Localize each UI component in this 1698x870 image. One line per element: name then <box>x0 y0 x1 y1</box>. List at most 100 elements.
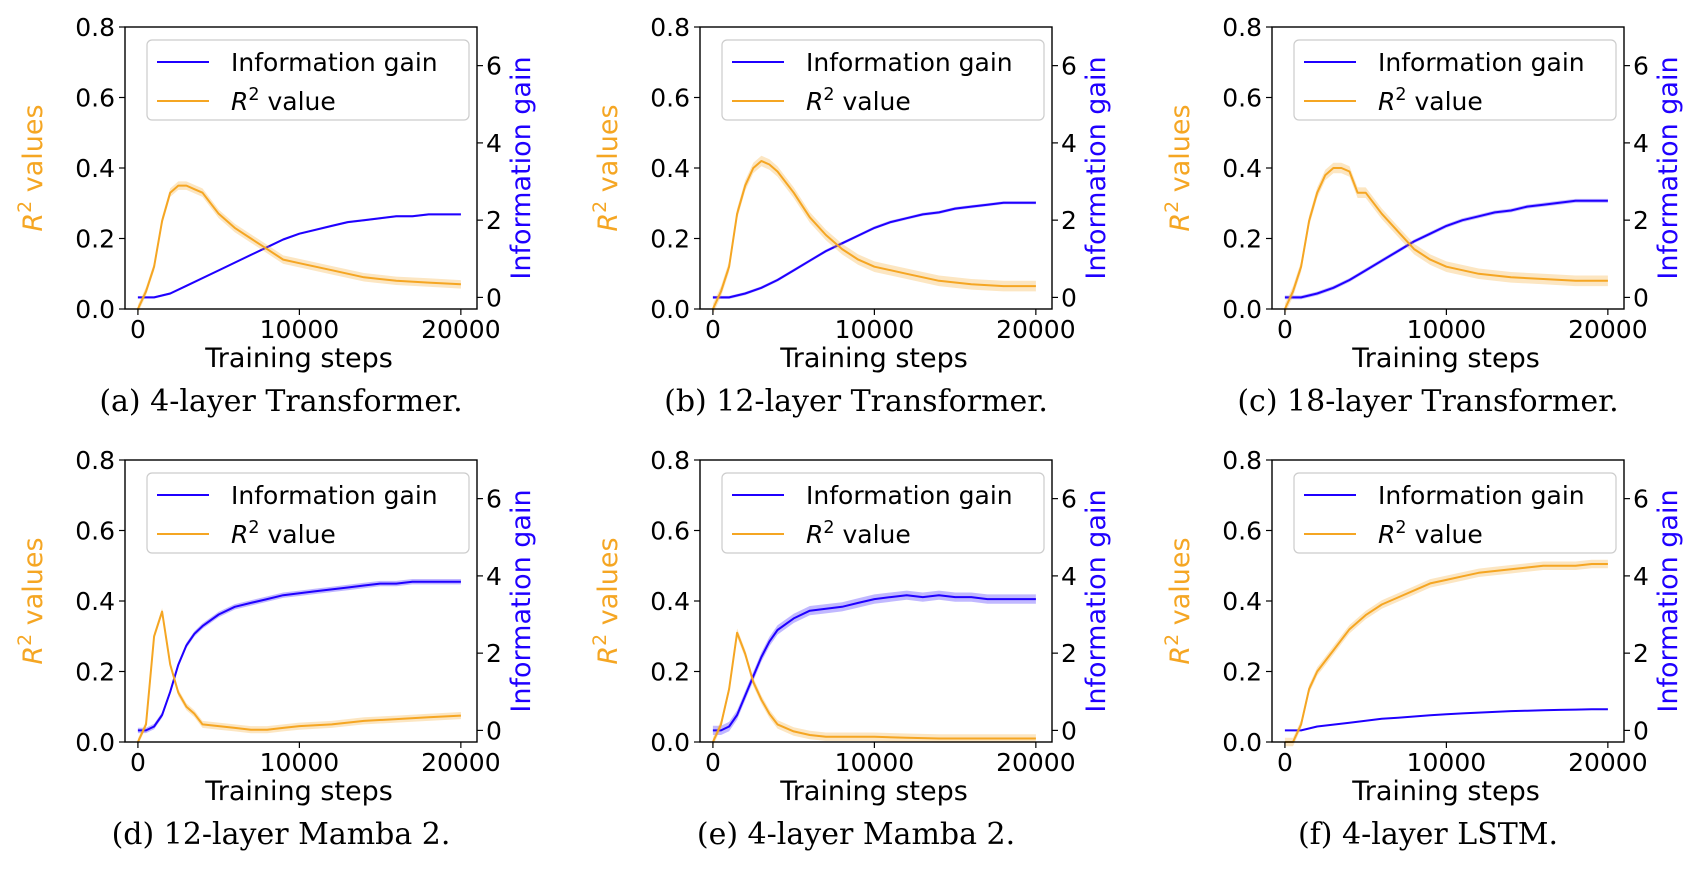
series-line-r2 <box>1283 167 1608 310</box>
y-left-tick-label: 0.0 <box>1222 728 1262 757</box>
x-tick-label: 0 <box>1277 748 1293 777</box>
y-left-axis-label: R2 values <box>14 537 49 664</box>
x-axis-label: Training steps <box>779 343 968 374</box>
subplot-e: 0 10000 20000 0.0 0.2 0.4 0.6 0.8 0 2 4 6 Training s… <box>589 446 1112 852</box>
y-left-axis-label: R2 values <box>589 104 624 231</box>
y-right-tick-label: 2 <box>486 206 502 235</box>
y-left-tick-label: 0.6 <box>75 84 115 113</box>
x-tick-label: 0 <box>1277 315 1293 344</box>
series-line-information-gain <box>137 580 461 732</box>
y-right-tick-label: 0 <box>1061 283 1077 312</box>
legend-label: R2 value <box>806 85 911 116</box>
legend-label: Information gain <box>806 48 1013 77</box>
legend-box <box>1293 472 1617 554</box>
subplot-b: 0 10000 20000 0.0 0.2 0.4 0.6 0.8 0 2 4 6 Training s… <box>589 13 1112 419</box>
x-axis-label: Training steps <box>779 776 968 807</box>
series-line-r2 <box>136 610 461 743</box>
series-band-information-gain <box>1284 708 1608 731</box>
y-left-tick-label: 0.2 <box>75 658 115 687</box>
y-left-tick-label: 0.0 <box>1222 295 1262 324</box>
y-left-axis-label: R2 values <box>1161 104 1196 231</box>
subplot-a: 0 10000 20000 0.0 0.2 0.4 0.6 0.8 0 2 4 6 Training s… <box>14 13 537 419</box>
y-right-tick-label: 0 <box>1633 283 1649 312</box>
x-tick-label: 0 <box>130 748 146 777</box>
y-right-tick-label: 2 <box>1633 206 1649 235</box>
y-left-tick-label: 0.0 <box>650 728 690 757</box>
x-tick-label: 20000 <box>996 315 1076 344</box>
y-right-tick-label: 6 <box>1061 52 1077 81</box>
legend-label: R2 value <box>1378 85 1483 116</box>
x-tick-label: 10000 <box>835 315 915 344</box>
legend-box <box>721 39 1045 121</box>
series-band-r2 <box>1284 559 1608 747</box>
legend-label: R2 value <box>1378 518 1483 549</box>
y-left-tick-label: 0.4 <box>1222 587 1262 616</box>
series-band-r2 <box>137 608 461 746</box>
x-tick-label: 10000 <box>835 748 915 777</box>
series-band-information-gain <box>712 590 1036 735</box>
x-tick-label: 10000 <box>260 315 340 344</box>
x-tick-label: 0 <box>705 315 721 344</box>
y-left-tick-label: 0.4 <box>75 154 115 183</box>
x-tick-label: 20000 <box>1568 315 1648 344</box>
y-left-axis-label: R2 values <box>1161 537 1196 664</box>
x-tick-label: 20000 <box>996 748 1076 777</box>
y-right-axis-label: Information gain <box>1653 489 1684 712</box>
x-axis-label: Training steps <box>1351 343 1540 374</box>
subplot-f: 0 10000 20000 0.0 0.2 0.4 0.6 0.8 0 2 4 6 Training s… <box>1161 446 1684 852</box>
y-right-tick-label: 0 <box>486 283 502 312</box>
x-axis-label: Training steps <box>1351 776 1540 807</box>
legend-box <box>721 472 1045 554</box>
y-left-tick-label: 0.2 <box>1222 658 1262 687</box>
series-band-r2 <box>1284 162 1608 315</box>
y-right-tick-label: 6 <box>486 485 502 514</box>
legend-label: Information gain <box>806 481 1013 510</box>
y-left-tick-label: 0.2 <box>1222 225 1262 254</box>
legend: Information gain R2 value <box>1293 472 1617 554</box>
y-right-tick-label: 0 <box>486 716 502 745</box>
series-line-r2 <box>711 631 1036 743</box>
legend: Information gain R2 value <box>721 39 1045 121</box>
y-left-tick-label: 0.6 <box>650 517 690 546</box>
y-right-tick-label: 2 <box>1061 206 1077 235</box>
subplot-c: 0 10000 20000 0.0 0.2 0.4 0.6 0.8 0 2 4 6 Training s… <box>1161 13 1684 419</box>
legend: Information gain R2 value <box>1293 39 1617 121</box>
y-left-tick-label: 0.6 <box>1222 84 1262 113</box>
y-left-tick-label: 0.2 <box>650 658 690 687</box>
y-left-tick-label: 0.4 <box>650 587 690 616</box>
y-right-tick-label: 4 <box>1061 129 1077 158</box>
y-right-tick-label: 0 <box>1061 716 1077 745</box>
legend-label: Information gain <box>1378 481 1585 510</box>
subplot-caption: (b) 12-layer Transformer. <box>664 384 1048 419</box>
y-right-axis-label: Information gain <box>1081 56 1112 279</box>
y-left-tick-label: 0.0 <box>650 295 690 324</box>
y-left-tick-label: 0.8 <box>1222 13 1262 42</box>
subplot-d: 0 10000 20000 0.0 0.2 0.4 0.6 0.8 0 2 4 6 Training s… <box>14 446 537 852</box>
y-right-axis-label: Information gain <box>1081 489 1112 712</box>
y-left-tick-label: 0.8 <box>650 446 690 475</box>
subplot-caption: (f) 4-layer LSTM. <box>1298 817 1558 852</box>
legend-label: Information gain <box>1378 48 1585 77</box>
y-left-tick-label: 0.8 <box>75 446 115 475</box>
y-right-tick-label: 4 <box>486 562 502 591</box>
legend-label: R2 value <box>231 85 336 116</box>
subplot-caption: (d) 12-layer Mamba 2. <box>112 817 451 852</box>
y-left-tick-label: 0.2 <box>650 225 690 254</box>
x-tick-label: 10000 <box>1407 748 1487 777</box>
legend: Information gain R2 value <box>721 472 1045 554</box>
legend-label: Information gain <box>231 481 438 510</box>
subplot-caption: (e) 4-layer Mamba 2. <box>697 817 1015 852</box>
x-tick-label: 10000 <box>260 748 340 777</box>
legend-label: R2 value <box>806 518 911 549</box>
y-right-tick-label: 4 <box>1633 562 1649 591</box>
series-line-information-gain <box>712 201 1036 299</box>
legend: Information gain R2 value <box>146 39 470 121</box>
y-right-tick-label: 6 <box>1633 485 1649 514</box>
series-band-r2 <box>712 155 1036 315</box>
x-axis-label: Training steps <box>204 343 393 374</box>
y-left-tick-label: 0.4 <box>650 154 690 183</box>
y-left-axis-label: R2 values <box>589 537 624 664</box>
y-left-tick-label: 0.2 <box>75 225 115 254</box>
subplot-caption: (a) 4-layer Transformer. <box>99 384 462 419</box>
y-right-tick-label: 4 <box>1061 562 1077 591</box>
